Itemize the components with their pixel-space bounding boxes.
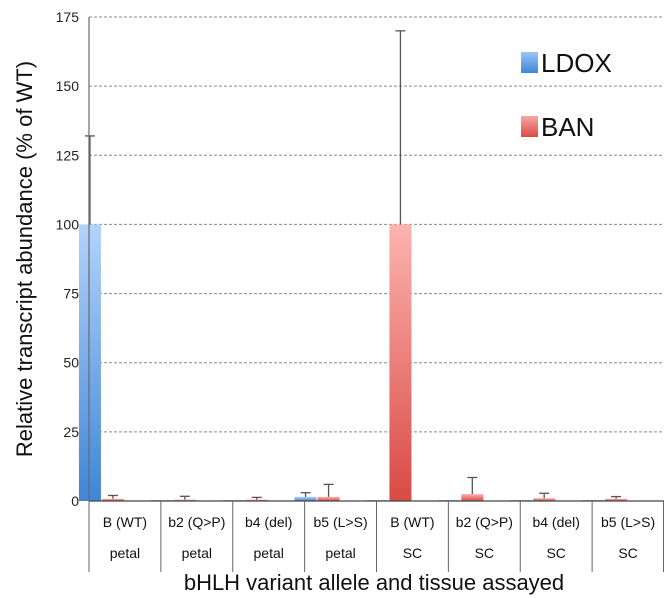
y-tick-label: 175 (56, 9, 80, 25)
y-tick-label: 25 (63, 424, 79, 440)
category-tissue-label: petal (254, 545, 284, 561)
bar-ban (605, 498, 628, 501)
bar-ban (389, 224, 412, 501)
bar-ldox (294, 496, 317, 501)
bar-ban (317, 496, 340, 501)
category-allele-label: b5 (L>S) (314, 514, 368, 530)
y-tick-label: 75 (63, 286, 79, 302)
category-tissue-label: petal (182, 545, 212, 561)
bar-ban (245, 499, 268, 501)
category-tissue-label: SC (403, 545, 422, 561)
y-tick-label: 125 (56, 147, 80, 163)
category-tissue-label: SC (546, 545, 565, 561)
category-allele-label: b4 (del) (532, 514, 579, 530)
category-allele-label: b2 (Q>P) (456, 514, 513, 530)
category-tissue-label: petal (325, 545, 355, 561)
y-tick-label: 0 (71, 493, 79, 509)
category-allele-label: B (WT) (103, 514, 147, 530)
category-allele-label: b4 (del) (245, 514, 292, 530)
bar-ban (533, 498, 556, 501)
category-tissue-label: SC (475, 545, 494, 561)
category-tissue-label: SC (618, 545, 637, 561)
legend-label-ldox: LDOX (541, 48, 612, 78)
category-allele-label: b2 (Q>P) (168, 514, 225, 530)
x-axis-title: bHLH variant allele and tissue assayed (184, 570, 564, 595)
legend: LDOX BAN (521, 48, 612, 142)
legend-swatch-ldox (521, 52, 538, 73)
legend-swatch-ban (521, 116, 538, 137)
category-labels: B (WT) petal b2 (Q>P) petal b4 (del) petal b5 … (103, 514, 655, 561)
category-allele-label: B (WT) (390, 514, 434, 530)
bar-ban (461, 494, 484, 501)
bar-ban (101, 498, 124, 501)
category-allele-label: b5 (L>S) (601, 514, 655, 530)
y-tick-labels: 0 25 50 75 100 125 150 175 (56, 9, 80, 509)
gridlines (89, 16, 664, 433)
y-tick-label: 100 (56, 216, 80, 232)
error-bars (84, 30, 622, 500)
axes (88, 17, 664, 572)
bar-ban (173, 499, 196, 501)
category-tissue-label: petal (110, 545, 140, 561)
y-axis-title: Relative transcript abundance (% of WT) (12, 61, 37, 457)
y-tick-label: 150 (56, 78, 80, 94)
legend-label-ban: BAN (541, 112, 594, 142)
bar-ldox (78, 224, 101, 501)
bars (78, 224, 628, 501)
y-tick-label: 50 (63, 355, 79, 371)
